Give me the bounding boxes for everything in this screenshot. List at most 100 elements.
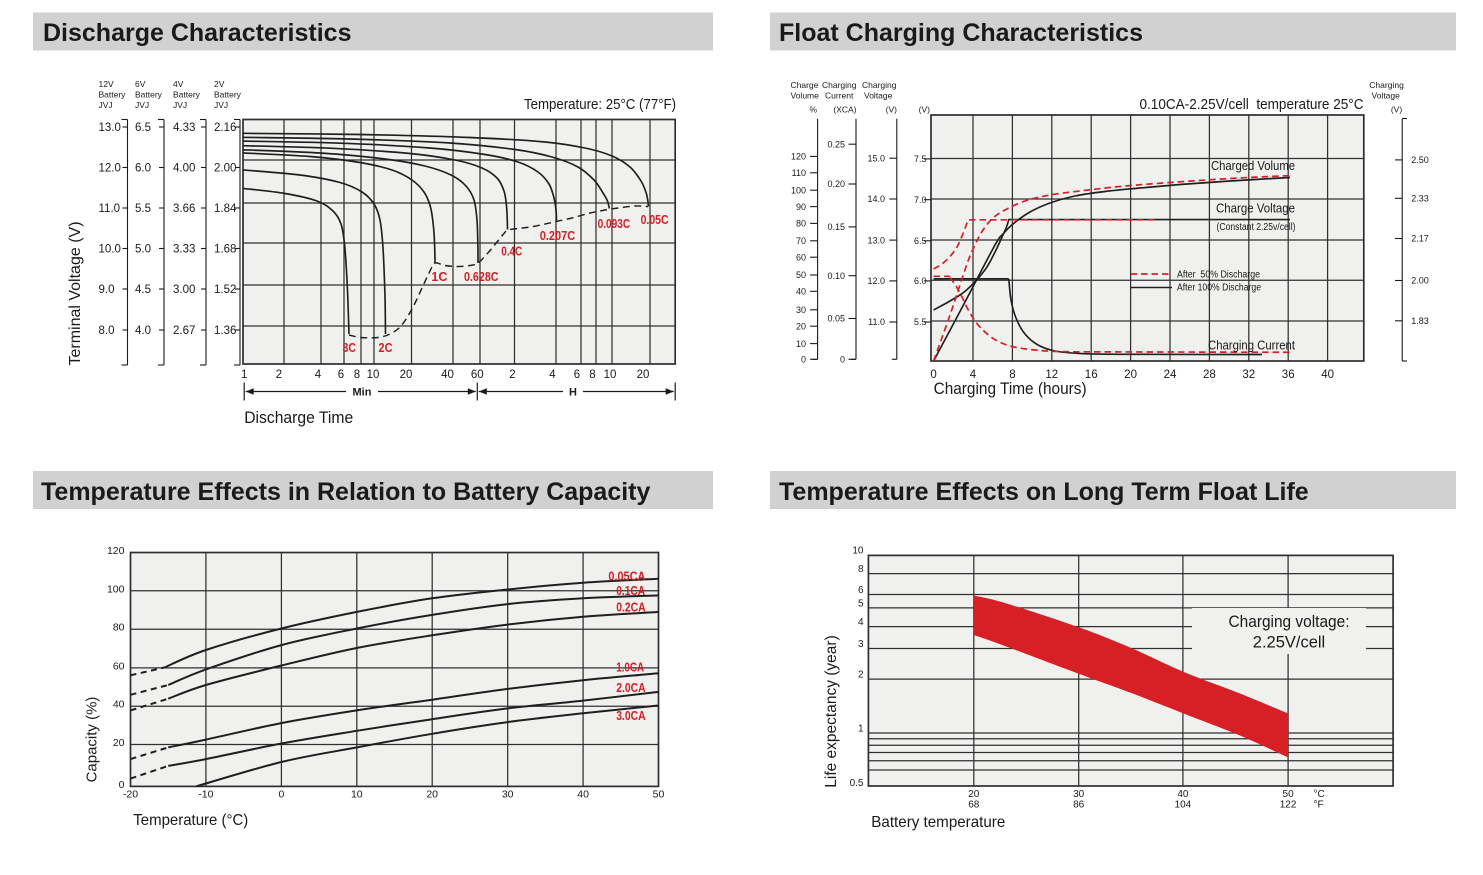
- svg-text:0.4C: 0.4C: [501, 244, 522, 259]
- svg-text:12.0: 12.0: [867, 276, 885, 286]
- svg-text:4.0: 4.0: [135, 325, 151, 337]
- svg-text:Discharge Time: Discharge Time: [244, 408, 353, 427]
- svg-text:8.0: 8.0: [99, 325, 115, 337]
- svg-text:Charging Time (hours): Charging Time (hours): [934, 379, 1087, 398]
- svg-text:1C: 1C: [431, 269, 448, 284]
- svg-text:100: 100: [107, 583, 125, 595]
- svg-text:Voltage: Voltage: [1372, 91, 1401, 101]
- svg-text:Temperature: 25°C (77°F): Temperature: 25°C (77°F): [524, 96, 676, 113]
- svg-text:2.00: 2.00: [214, 163, 236, 175]
- svg-text:Voltage: Voltage: [864, 91, 893, 101]
- svg-text:2.25V/cell: 2.25V/cell: [1253, 634, 1325, 652]
- svg-text:8: 8: [589, 369, 595, 381]
- svg-text:1.68: 1.68: [214, 244, 236, 256]
- svg-text:6: 6: [858, 585, 864, 596]
- svg-text:6V: 6V: [135, 79, 146, 89]
- svg-text:4: 4: [858, 617, 864, 628]
- svg-text:Charging: Charging: [1369, 80, 1404, 90]
- svg-text:4: 4: [549, 369, 556, 381]
- svg-text:12V: 12V: [99, 79, 114, 89]
- svg-text:20: 20: [1124, 369, 1137, 381]
- svg-text:30: 30: [1073, 789, 1085, 800]
- svg-text:5: 5: [858, 598, 864, 609]
- svg-text:Charge Voltage: Charge Voltage: [1216, 201, 1295, 216]
- svg-text:-10: -10: [198, 789, 213, 801]
- svg-text:JVJ: JVJ: [173, 100, 187, 110]
- svg-text:122: 122: [1280, 800, 1297, 811]
- svg-text:40: 40: [113, 699, 125, 711]
- svg-text:2: 2: [858, 670, 864, 681]
- svg-text:6.0: 6.0: [135, 163, 151, 175]
- svg-text:13.0: 13.0: [867, 235, 885, 245]
- svg-text:12.0: 12.0: [99, 163, 121, 175]
- svg-text:(Constant 2.25v/cell): (Constant 2.25v/cell): [1217, 222, 1296, 233]
- svg-text:2.00: 2.00: [1411, 276, 1429, 286]
- svg-text:0.628C: 0.628C: [464, 269, 499, 284]
- svg-text:80: 80: [113, 622, 125, 634]
- svg-text:1.36: 1.36: [214, 325, 236, 337]
- svg-text:6.5: 6.5: [135, 122, 151, 134]
- svg-text:Min: Min: [353, 386, 372, 398]
- svg-text:120: 120: [107, 545, 125, 557]
- svg-text:90: 90: [796, 202, 806, 212]
- svg-text:60: 60: [796, 252, 806, 262]
- svg-text:70: 70: [796, 236, 806, 246]
- svg-text:2V: 2V: [214, 79, 225, 89]
- svg-text:40: 40: [441, 369, 454, 381]
- svg-text:0: 0: [801, 355, 806, 365]
- svg-text:7.5: 7.5: [914, 154, 927, 164]
- svg-text:Battery: Battery: [99, 90, 127, 100]
- svg-text:11.0: 11.0: [99, 203, 121, 215]
- svg-text:(XCA): (XCA): [833, 105, 856, 115]
- svg-text:Volume: Volume: [791, 91, 820, 101]
- svg-text:20: 20: [637, 369, 650, 381]
- svg-text:100: 100: [791, 185, 806, 195]
- svg-text:10: 10: [604, 369, 617, 381]
- svg-text:2: 2: [276, 369, 282, 381]
- svg-text:(V): (V): [919, 105, 931, 115]
- svg-text:0: 0: [930, 369, 936, 381]
- svg-text:4: 4: [315, 369, 322, 381]
- svg-text:0.10: 0.10: [827, 271, 845, 281]
- svg-text:30: 30: [796, 305, 806, 315]
- svg-text:10: 10: [796, 339, 806, 349]
- svg-text:80: 80: [796, 219, 806, 229]
- svg-text:Life expectancy (year): Life expectancy (year): [823, 635, 840, 788]
- svg-text:40: 40: [1177, 789, 1189, 800]
- svg-text:68: 68: [968, 800, 980, 811]
- svg-text:13.0: 13.0: [99, 122, 121, 134]
- svg-text:Battery: Battery: [214, 90, 242, 100]
- svg-text:4V: 4V: [173, 79, 184, 89]
- svg-text:Charging: Charging: [862, 80, 897, 90]
- svg-text:4.33: 4.33: [173, 122, 195, 134]
- svg-text:20: 20: [400, 369, 413, 381]
- svg-text:1.84: 1.84: [214, 203, 237, 215]
- svg-text:6.5: 6.5: [914, 236, 927, 246]
- svg-text:0.10CA-2.25V/cell temperature: 0.10CA-2.25V/cell temperature 25°C: [1140, 96, 1364, 113]
- svg-text:0.2CA: 0.2CA: [616, 600, 646, 615]
- svg-text:3C: 3C: [343, 340, 357, 355]
- svg-text:40: 40: [577, 789, 589, 801]
- svg-text:Current: Current: [825, 91, 854, 101]
- svg-text:Charged Volume: Charged Volume: [1211, 158, 1295, 173]
- svg-text:110: 110: [792, 168, 806, 178]
- svg-text:7.0: 7.0: [914, 195, 927, 205]
- svg-text:2: 2: [509, 369, 515, 381]
- svg-text:6: 6: [574, 369, 580, 381]
- svg-text:2.16: 2.16: [214, 122, 236, 134]
- svg-text:10: 10: [367, 369, 380, 381]
- svg-text:6.0: 6.0: [914, 276, 927, 286]
- svg-text:1.83: 1.83: [1411, 316, 1429, 326]
- svg-text:3.33: 3.33: [173, 244, 195, 256]
- svg-text:Temperature Effects on Long Te: Temperature Effects on Long Term Float L…: [779, 478, 1309, 506]
- svg-text:2C: 2C: [379, 340, 394, 355]
- svg-text:2.17: 2.17: [1411, 234, 1429, 244]
- svg-text:1: 1: [241, 369, 247, 381]
- svg-text:3.66: 3.66: [173, 203, 195, 215]
- svg-text:2.0CA: 2.0CA: [616, 680, 646, 695]
- svg-text:104: 104: [1175, 800, 1192, 811]
- svg-text:36: 36: [1282, 369, 1295, 381]
- svg-text:JVJ: JVJ: [99, 100, 113, 110]
- svg-text:Battery: Battery: [135, 90, 163, 100]
- svg-text:1.0CA: 1.0CA: [616, 659, 644, 674]
